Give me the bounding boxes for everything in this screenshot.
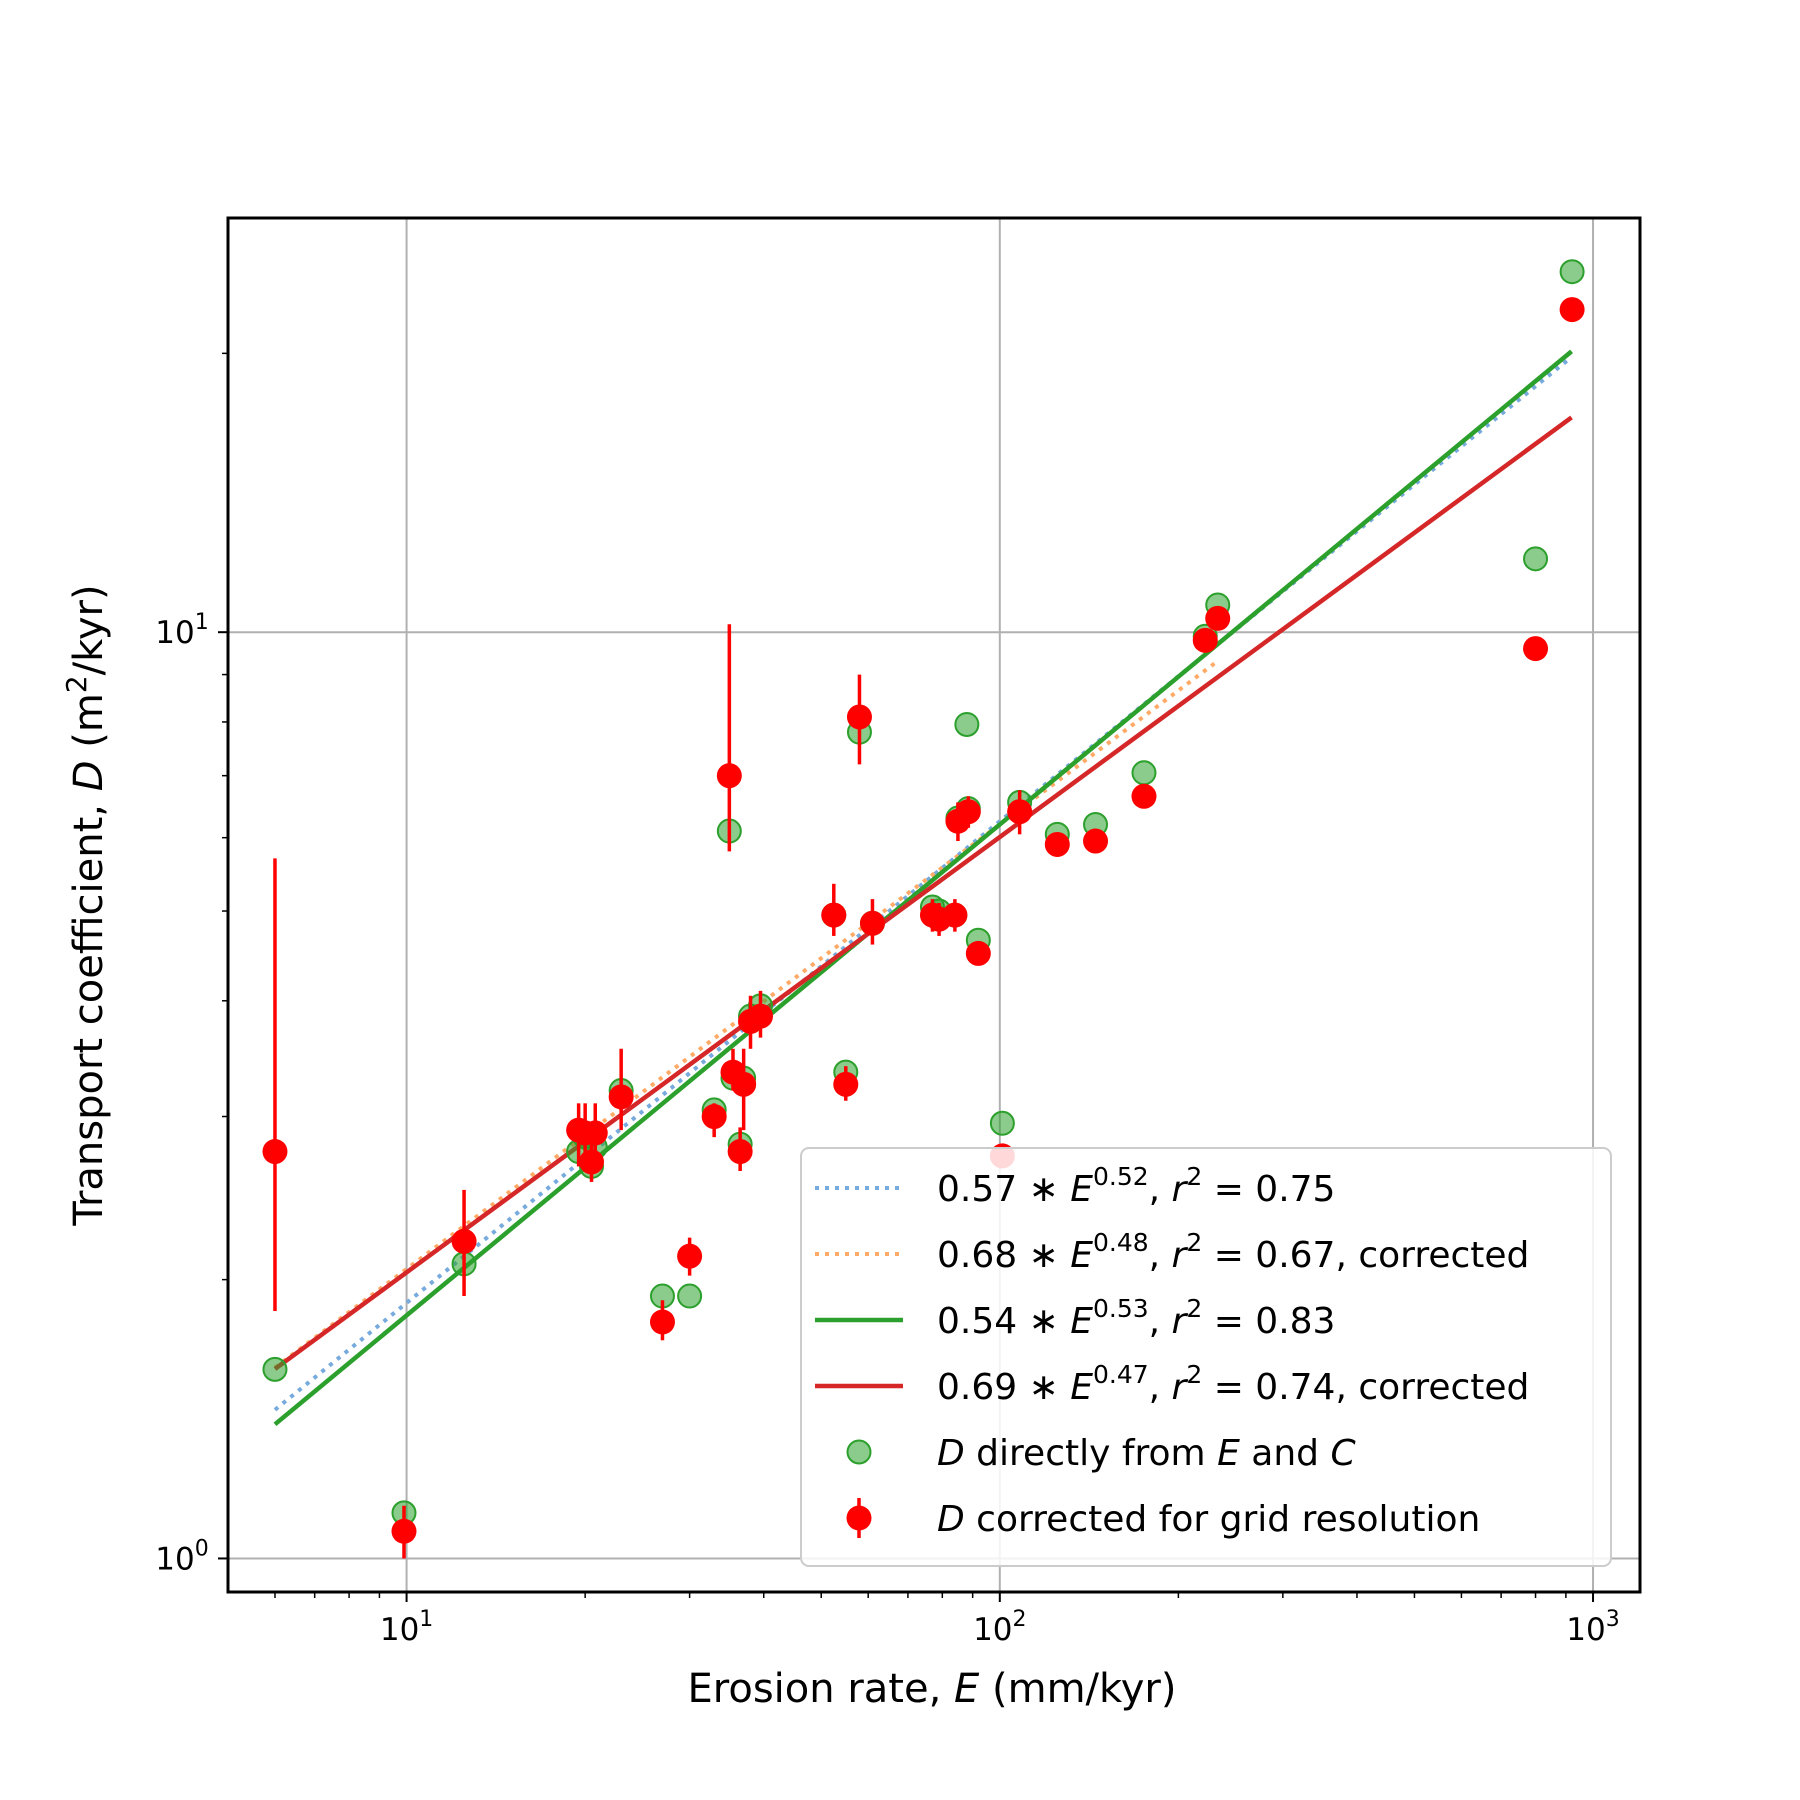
legend-box <box>800 1147 1612 1567</box>
legend-marker-direct <box>846 1439 872 1465</box>
corrected-point <box>608 1084 634 1110</box>
direct-point <box>1523 546 1549 572</box>
legend-label-3: 0.54 ∗ E0.53, r2 = 0.83 <box>937 1294 1335 1342</box>
direct-point <box>677 1283 703 1309</box>
legend-label-4: 0.69 ∗ E0.47, r2 = 0.74, corrected <box>937 1360 1529 1408</box>
legend-marker-corrected <box>846 1505 872 1531</box>
direct-point <box>954 711 980 737</box>
y-tick-label: 100 <box>155 1536 208 1577</box>
x-tick-label: 103 <box>1566 1607 1619 1648</box>
direct-point <box>262 1356 288 1382</box>
corrected-point <box>579 1149 605 1175</box>
corrected-point <box>716 763 742 789</box>
corrected-point <box>701 1104 727 1130</box>
corrected-point <box>1044 831 1070 857</box>
corrected-point <box>262 1139 288 1165</box>
legend-label-2: 0.68 ∗ E0.48, r2 = 0.67, corrected <box>937 1228 1529 1276</box>
fit-lines <box>273 349 1573 1427</box>
corrected-point <box>965 940 991 966</box>
y-tick-label: 101 <box>155 610 208 651</box>
x-tick-label: 101 <box>380 1607 433 1648</box>
corrected-point <box>1083 828 1109 854</box>
corrected-point <box>859 910 885 936</box>
direct-point <box>1131 760 1157 786</box>
corrected-point <box>1192 627 1218 653</box>
corrected-point <box>649 1309 675 1335</box>
legend-label-direct: D directly from E and C <box>937 1433 1356 1474</box>
corrected-point <box>582 1120 608 1146</box>
corrected-point <box>677 1243 703 1269</box>
fit-line-4 <box>273 415 1573 1371</box>
corrected-point <box>1131 783 1157 809</box>
corrected-point <box>1205 605 1231 631</box>
corrected-point <box>727 1139 753 1165</box>
fit-line-3 <box>273 349 1573 1427</box>
corrected-point <box>1007 799 1033 825</box>
corrected-point <box>731 1071 757 1097</box>
legend-label-corrected: D corrected for grid resolution <box>937 1499 1480 1540</box>
corrected-point <box>1559 297 1585 323</box>
corrected-point <box>747 1003 773 1029</box>
x-axis-label: Erosion rate, E (mm/kyr) <box>688 1666 1177 1712</box>
corrected-point <box>451 1228 477 1254</box>
tick-labels: 101 102 103 100 101 <box>155 610 1619 1648</box>
plot-frame <box>226 216 1642 1594</box>
corrected-point <box>391 1518 417 1544</box>
corrected-point <box>955 799 981 825</box>
corrected-point <box>1523 636 1549 662</box>
corrected-point <box>846 704 872 730</box>
corrected-point <box>833 1071 859 1097</box>
x-tick-label: 102 <box>973 1607 1026 1648</box>
corrected-point <box>821 902 847 928</box>
y-axis-label: Transport coefficient, D (m2/kyr) <box>60 584 112 1226</box>
legend-label-1: 0.57 ∗ E0.52, r2 = 0.75 <box>937 1162 1335 1210</box>
direct-point <box>989 1110 1015 1136</box>
legend: 0.57 ∗ E0.52, r2 = 0.75 0.68 ∗ E0.48, r2 … <box>800 1147 1612 1567</box>
corrected-point <box>942 902 968 928</box>
direct-point <box>1559 259 1585 285</box>
